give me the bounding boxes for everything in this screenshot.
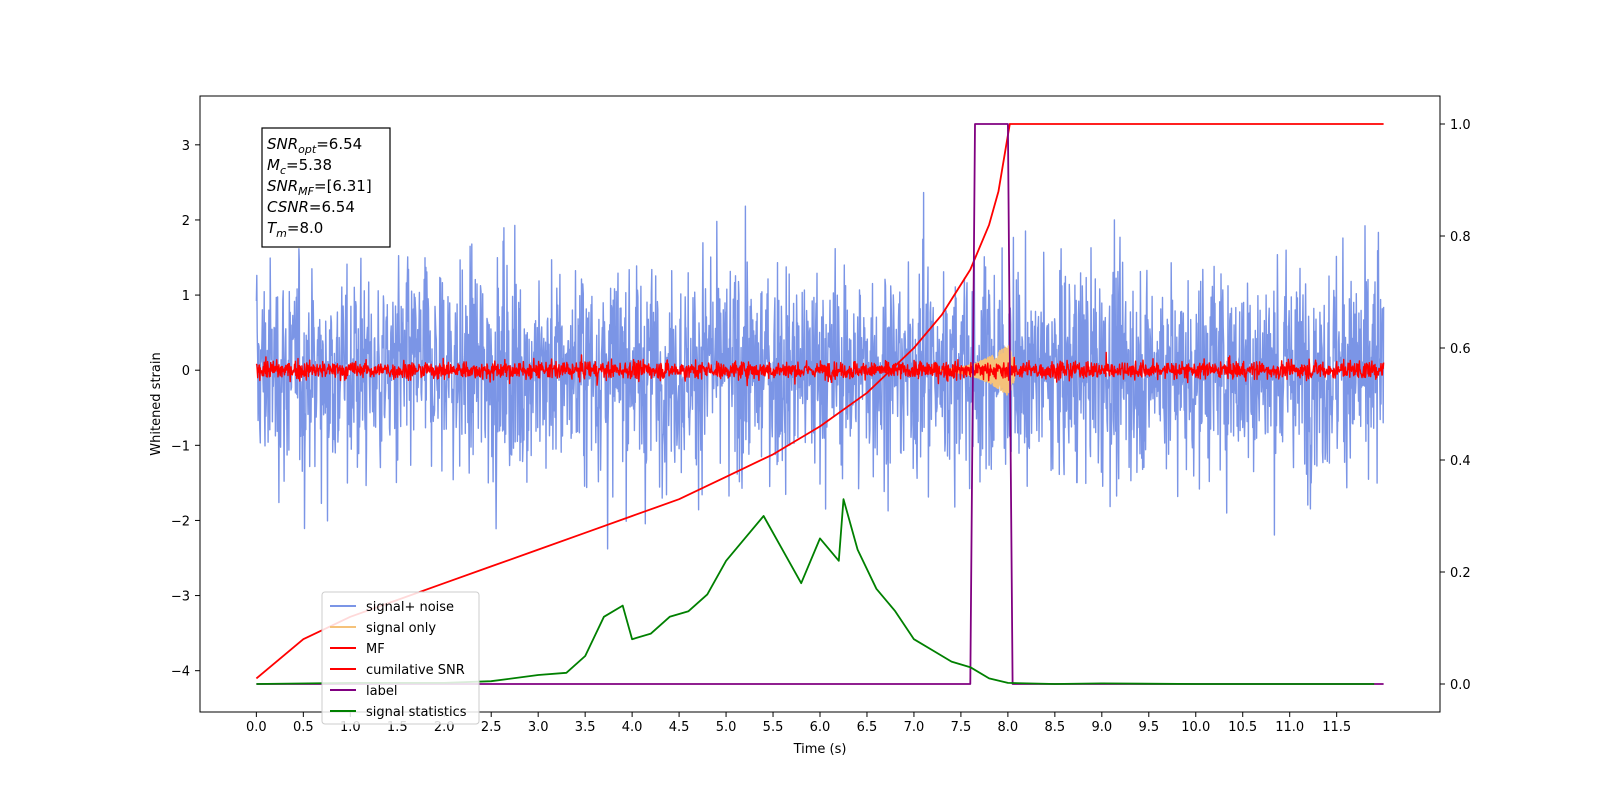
annotation-symbol: SNR xyxy=(267,177,298,195)
y-tick-label: −4 xyxy=(171,665,190,680)
legend-entry: signal only xyxy=(366,621,436,636)
series-line-signal-noise xyxy=(255,191,1385,550)
x-tick-label: 9.0 xyxy=(1091,720,1112,735)
x-tick-label: 7.0 xyxy=(904,720,925,735)
annotation-symbol: CSNR xyxy=(267,198,309,216)
x-tick-label: 8.5 xyxy=(1045,720,1066,735)
x-tick-label: 7.5 xyxy=(951,720,972,735)
x-tick-label: 0.5 xyxy=(293,720,314,735)
x-tick-label: 2.5 xyxy=(481,720,502,735)
y2-tick-label: 0.0 xyxy=(1450,678,1471,693)
y-tick-label: 3 xyxy=(182,139,190,154)
annotation-value: =6.54 xyxy=(316,135,362,153)
annotation-frame xyxy=(261,127,391,248)
annotation-line: SNRMF=[6.31] xyxy=(267,177,372,198)
y-axis-right: 0.0 0.2 0.4 0.6 0.8 1.0 xyxy=(1440,118,1471,693)
annotation-line: Tm=8.0 xyxy=(267,219,323,240)
x-tick-label: 11.0 xyxy=(1275,720,1304,735)
x-tick-label: 9.5 xyxy=(1138,720,1159,735)
x-tick-label: 11.5 xyxy=(1322,720,1351,735)
annotation-line: SNRopt=6.54 xyxy=(267,135,362,156)
x-tick-label: 3.5 xyxy=(575,720,596,735)
legend-frame xyxy=(321,591,480,725)
annotation-box: SNRopt=6.54Mc=5.38SNRMF=[6.31]CSNR=6.54T… xyxy=(261,127,391,248)
y-tick-label: −1 xyxy=(171,439,190,454)
x-tick-label: 5.5 xyxy=(763,720,784,735)
legend-entry: label xyxy=(366,684,397,699)
y-tick-label: 0 xyxy=(182,364,190,379)
annotation-subscript: MF xyxy=(298,185,314,198)
y-axis-label: Whitened strain xyxy=(149,352,164,455)
y-tick-label: 2 xyxy=(182,214,190,229)
x-tick-label: 10.5 xyxy=(1228,720,1257,735)
y2-tick-label: 0.6 xyxy=(1450,342,1471,357)
x-tick-label: 4.0 xyxy=(622,720,643,735)
x-tick-label: 10.0 xyxy=(1181,720,1210,735)
legend-entry: signal statistics xyxy=(366,705,467,720)
legend-entry: signal+ noise xyxy=(366,600,454,615)
y2-tick-label: 0.8 xyxy=(1450,230,1471,245)
series-line-mf xyxy=(255,351,1385,387)
annotation-value: =[6.31] xyxy=(314,177,372,195)
annotation-subscript: opt xyxy=(298,143,317,156)
series-line-signal-statistics xyxy=(256,498,1375,685)
annotation-subscript: c xyxy=(280,164,286,177)
y-axis-left: −4 −3 −2 −1 0 1 2 3 xyxy=(171,139,200,680)
x-tick-label: 4.5 xyxy=(669,720,690,735)
annotation-line: CSNR=6.54 xyxy=(267,198,355,216)
x-tick-label: 5.0 xyxy=(716,720,737,735)
annotation-value: =6.54 xyxy=(309,198,355,216)
x-tick-label: 6.5 xyxy=(857,720,878,735)
y2-tick-label: 0.4 xyxy=(1450,454,1471,469)
annotation-value: =8.0 xyxy=(287,219,323,237)
annotation-symbol: T xyxy=(267,219,278,237)
annotation-line: Mc=5.38 xyxy=(267,156,332,177)
annotation-symbol: M xyxy=(267,156,280,174)
x-axis-label: Time (s) xyxy=(793,742,847,757)
x-tick-label: 6.0 xyxy=(810,720,831,735)
annotation-value: =5.38 xyxy=(286,156,332,174)
legend: signal+ noise signal only MF cumilative SNR… xyxy=(321,591,480,725)
x-tick-label: 0.0 xyxy=(246,720,267,735)
annotation-subscript: m xyxy=(276,227,287,240)
y-tick-label: −3 xyxy=(171,590,190,605)
y2-tick-label: 0.2 xyxy=(1450,566,1471,581)
x-tick-label: 3.0 xyxy=(528,720,549,735)
x-tick-label: 8.0 xyxy=(998,720,1019,735)
legend-entry: cumilative SNR xyxy=(366,663,465,678)
annotation-symbol: SNR xyxy=(267,135,298,153)
y-tick-label: 1 xyxy=(182,289,190,304)
legend-entry: MF xyxy=(366,642,385,657)
y-tick-label: −2 xyxy=(171,514,190,529)
y2-tick-label: 1.0 xyxy=(1450,118,1471,133)
